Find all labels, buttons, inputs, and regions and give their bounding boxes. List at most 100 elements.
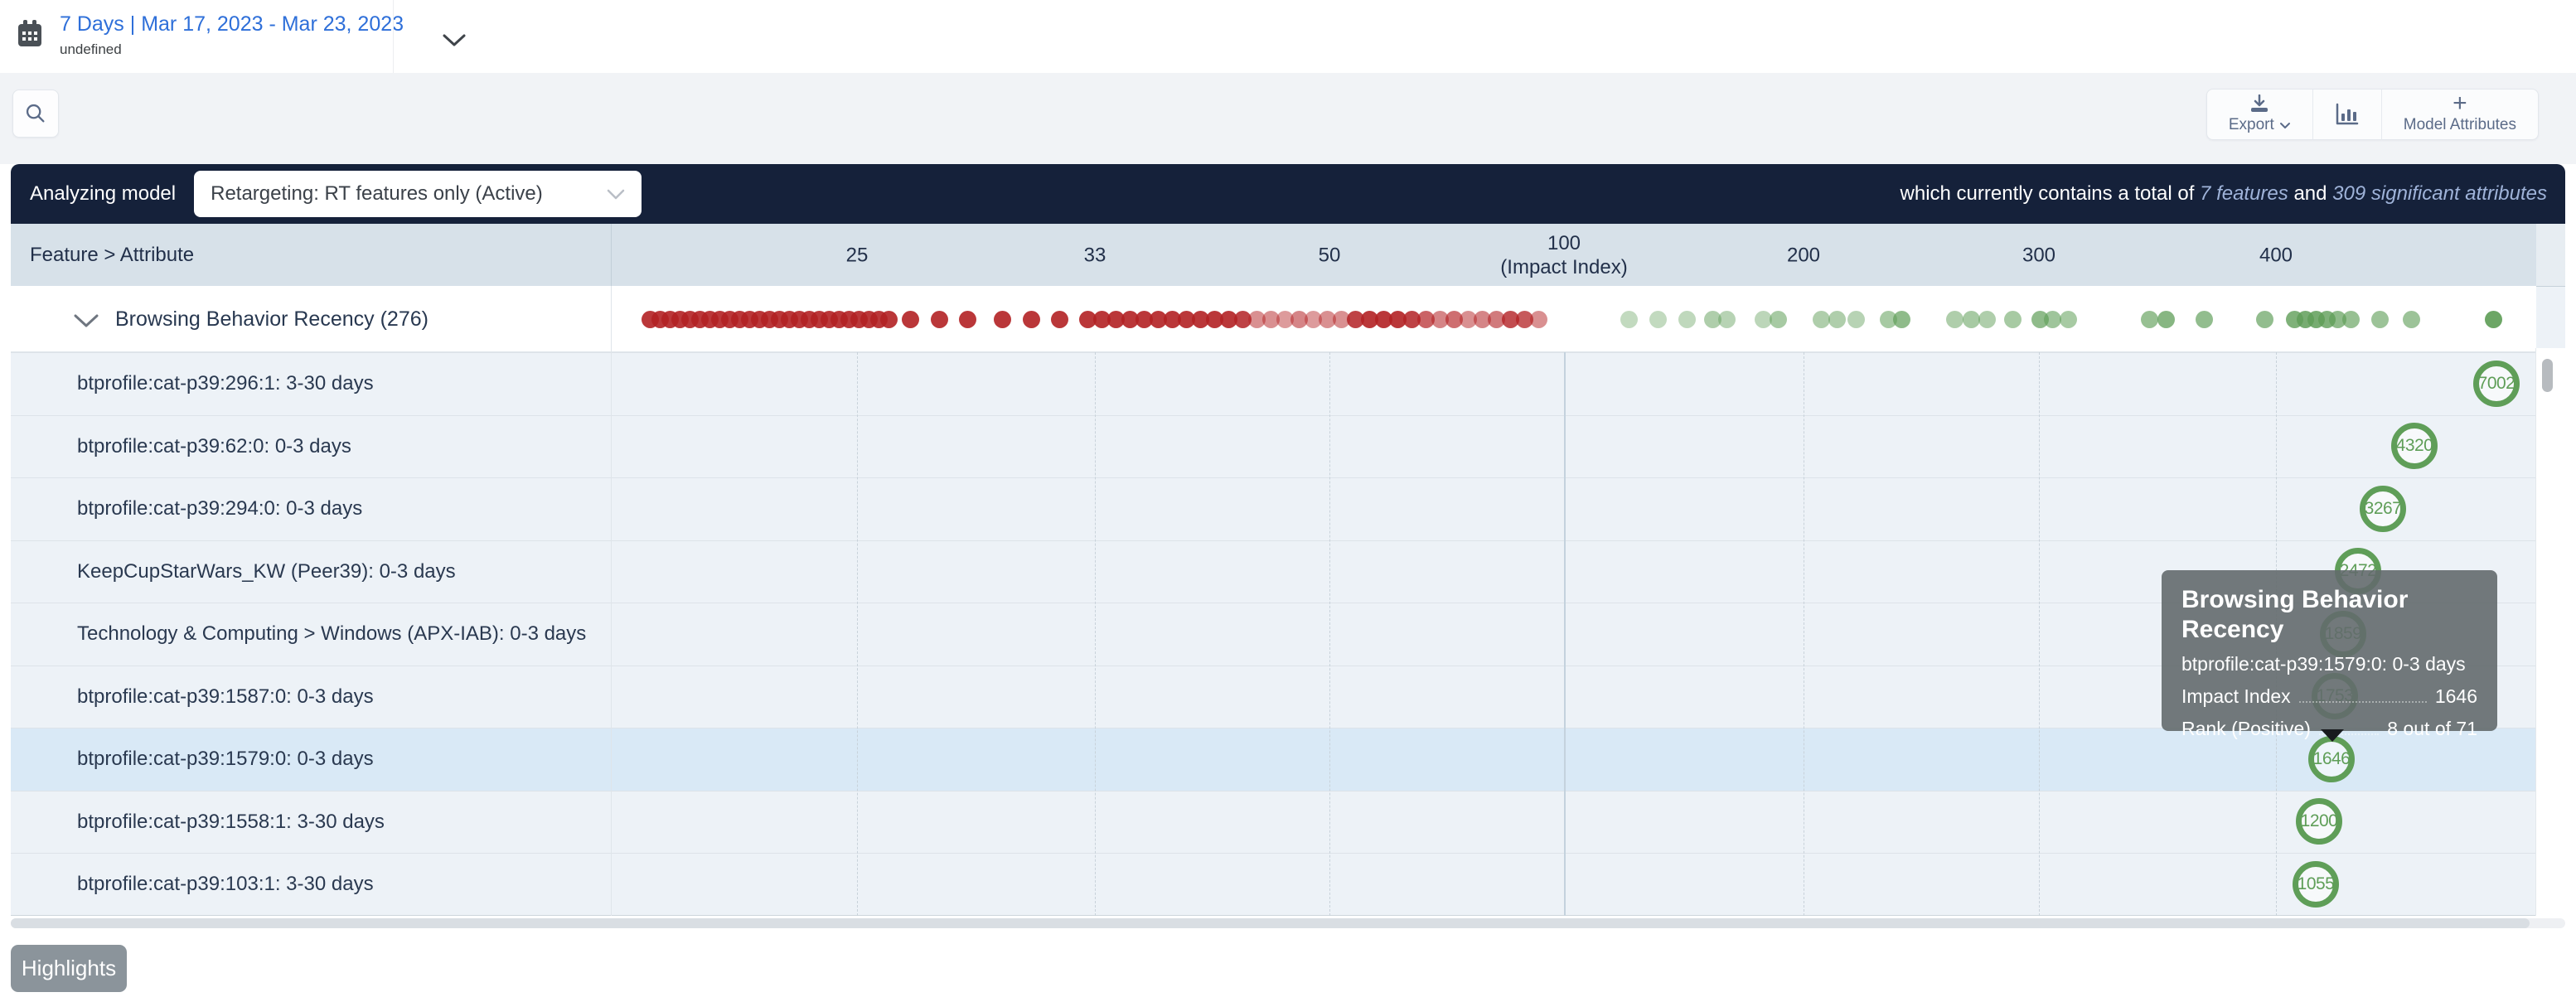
positive-impact-dot[interactable]: [1620, 310, 1638, 328]
positive-impact-dot[interactable]: [1769, 310, 1787, 328]
table-row[interactable]: btprofile:cat-p39:62:0: 0-3 days: [11, 414, 2536, 477]
model-bar: Analyzing model Retargeting: RT features…: [11, 164, 2565, 224]
negative-impact-dot[interactable]: [1388, 310, 1407, 328]
negative-impact-dot[interactable]: [1346, 310, 1364, 328]
negative-impact-dot[interactable]: [1374, 310, 1392, 328]
impact-bubble[interactable]: 1646: [2308, 735, 2355, 782]
positive-impact-dot[interactable]: [1828, 310, 1846, 328]
negative-impact-dot[interactable]: [1092, 310, 1111, 328]
model-attributes-button[interactable]: + Model Attributes: [2382, 90, 2538, 139]
positive-impact-dot[interactable]: [1678, 310, 1696, 328]
negative-impact-dot[interactable]: [1416, 310, 1435, 328]
negative-impact-dot[interactable]: [1276, 310, 1294, 328]
positive-impact-dot[interactable]: [1754, 310, 1772, 328]
negative-impact-dot[interactable]: [1304, 310, 1322, 328]
negative-impact-dot[interactable]: [1177, 310, 1195, 328]
impact-bubble[interactable]: 4320: [2391, 423, 2438, 470]
positive-impact-dot[interactable]: [1847, 310, 1865, 328]
horizontal-scrollbar[interactable]: [11, 918, 2565, 928]
search-button[interactable]: [12, 90, 59, 138]
table-row[interactable]: btprofile:cat-p39:1579:0: 0-3 days: [11, 728, 2536, 791]
negative-impact-dot[interactable]: [1078, 310, 1097, 328]
negative-impact-dot[interactable]: [1163, 310, 1181, 328]
horizontal-scrollbar-thumb[interactable]: [11, 918, 2530, 928]
impact-bubble[interactable]: 1200: [2296, 798, 2342, 845]
positive-impact-dot[interactable]: [1892, 310, 1910, 328]
export-button[interactable]: Export: [2207, 90, 2313, 139]
negative-impact-dot[interactable]: [1191, 310, 1209, 328]
negative-impact-dot[interactable]: [1205, 310, 1223, 328]
positive-impact-dot[interactable]: [1812, 310, 1830, 328]
negative-impact-dot[interactable]: [1360, 310, 1378, 328]
positive-impact-dot[interactable]: [2003, 310, 2022, 328]
highlights-button[interactable]: Highlights: [11, 945, 127, 992]
impact-bubble[interactable]: 3267: [2360, 485, 2406, 532]
positive-impact-dot[interactable]: [1717, 310, 1736, 328]
vertical-scrollbar-thumb[interactable]: [2542, 359, 2553, 392]
negative-impact-dot[interactable]: [1445, 310, 1463, 328]
negative-impact-dot[interactable]: [1318, 310, 1336, 328]
positive-impact-dot[interactable]: [2059, 310, 2077, 328]
positive-impact-dot[interactable]: [2484, 310, 2502, 328]
negative-impact-dot[interactable]: [1219, 310, 1237, 328]
negative-impact-dot[interactable]: [1106, 310, 1125, 328]
negative-impact-dot[interactable]: [1515, 310, 1533, 328]
negative-impact-dot[interactable]: [1247, 310, 1266, 328]
negative-impact-dot[interactable]: [1261, 310, 1280, 328]
model-select[interactable]: Retargeting: RT features only (Active): [194, 171, 642, 217]
gridline-300: [2039, 352, 2040, 916]
table-row[interactable]: Technology & Computing > Windows (APX-IA…: [11, 603, 2536, 666]
positive-impact-dot[interactable]: [1879, 310, 1897, 328]
chevron-down-icon[interactable]: [72, 313, 100, 328]
positive-impact-dot[interactable]: [1649, 310, 1667, 328]
table-row[interactable]: btprofile:cat-p39:1587:0: 0-3 days: [11, 665, 2536, 728]
positive-impact-dot[interactable]: [2195, 310, 2213, 328]
positive-impact-dot[interactable]: [2157, 310, 2175, 328]
negative-impact-dot[interactable]: [1402, 310, 1421, 328]
positive-impact-dot[interactable]: [1962, 310, 1980, 328]
positive-impact-dot[interactable]: [2043, 310, 2061, 328]
negative-impact-dot[interactable]: [1501, 310, 1519, 328]
negative-impact-dot[interactable]: [1529, 310, 1547, 328]
negative-impact-dot[interactable]: [930, 310, 948, 328]
impact-bubble[interactable]: 1055: [2293, 860, 2339, 908]
table-row[interactable]: btprofile:cat-p39:1558:1: 3-30 days: [11, 790, 2536, 853]
table-row[interactable]: KeepCupStarWars_KW (Peer39): 0-3 days: [11, 540, 2536, 603]
table-row[interactable]: btprofile:cat-p39:296:1: 3-30 days: [11, 352, 2536, 415]
negative-impact-dot[interactable]: [1459, 310, 1477, 328]
chart-view-button[interactable]: [2313, 90, 2382, 139]
negative-impact-dot[interactable]: [1135, 310, 1153, 328]
impact-bubble[interactable]: 7002: [2473, 360, 2520, 407]
negative-impact-dot[interactable]: [958, 310, 976, 328]
vertical-scrollbar[interactable]: [2535, 348, 2565, 916]
negative-impact-dot[interactable]: [1487, 310, 1505, 328]
date-range-picker[interactable]: 7 Days | Mar 17, 2023 - Mar 23, 2023 und…: [17, 12, 467, 58]
negative-impact-dot[interactable]: [1431, 310, 1449, 328]
negative-impact-dot[interactable]: [1290, 310, 1308, 328]
positive-impact-dot[interactable]: [2255, 310, 2273, 328]
date-range-label[interactable]: 7 Days | Mar 17, 2023 - Mar 23, 2023: [60, 12, 404, 36]
positive-impact-dot[interactable]: [2328, 310, 2346, 328]
scrollbar-header-cap: [2536, 224, 2565, 286]
negative-impact-dot[interactable]: [993, 310, 1011, 328]
table-row[interactable]: btprofile:cat-p39:103:1: 3-30 days: [11, 853, 2536, 916]
negative-impact-dot[interactable]: [1233, 310, 1252, 328]
positive-impact-dot[interactable]: [1945, 310, 1963, 328]
positive-impact-dot[interactable]: [2402, 310, 2420, 328]
negative-impact-dot[interactable]: [1121, 310, 1139, 328]
table-row[interactable]: btprofile:cat-p39:294:0: 0-3 days: [11, 477, 2536, 540]
positive-impact-dot[interactable]: [2341, 310, 2360, 328]
positive-impact-dot[interactable]: [2370, 310, 2389, 328]
negative-impact-dot[interactable]: [879, 310, 898, 328]
positive-impact-dot[interactable]: [1703, 310, 1721, 328]
negative-impact-dot[interactable]: [1050, 310, 1068, 328]
negative-impact-dot[interactable]: [901, 310, 919, 328]
negative-impact-dot[interactable]: [1473, 310, 1491, 328]
negative-impact-dot[interactable]: [1332, 310, 1350, 328]
impact-bubble-value: 7002: [2477, 373, 2515, 393]
negative-impact-dot[interactable]: [1149, 310, 1167, 328]
positive-impact-dot[interactable]: [1978, 310, 1996, 328]
positive-impact-dot[interactable]: [2140, 310, 2158, 328]
negative-impact-dot[interactable]: [1022, 310, 1040, 328]
chevron-down-icon[interactable]: [442, 33, 467, 47]
